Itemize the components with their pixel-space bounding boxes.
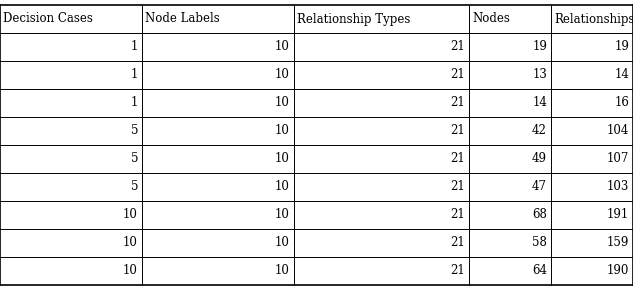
Text: 103: 103 xyxy=(606,180,629,193)
Text: 14: 14 xyxy=(532,97,547,110)
Text: 5: 5 xyxy=(130,124,138,137)
Text: Node Labels: Node Labels xyxy=(145,12,220,26)
Text: 10: 10 xyxy=(275,209,290,222)
Text: 1: 1 xyxy=(130,68,138,81)
Text: 21: 21 xyxy=(450,41,465,53)
Text: 64: 64 xyxy=(532,264,547,278)
Text: 1: 1 xyxy=(130,97,138,110)
Text: 19: 19 xyxy=(532,41,547,53)
Text: 21: 21 xyxy=(450,209,465,222)
Text: 10: 10 xyxy=(275,264,290,278)
Text: 21: 21 xyxy=(450,124,465,137)
Text: 10: 10 xyxy=(275,153,290,166)
Text: 10: 10 xyxy=(123,209,138,222)
Text: 13: 13 xyxy=(532,68,547,81)
Text: 58: 58 xyxy=(532,237,547,249)
Text: 10: 10 xyxy=(123,237,138,249)
Text: 10: 10 xyxy=(275,97,290,110)
Text: 5: 5 xyxy=(130,180,138,193)
Text: 191: 191 xyxy=(607,209,629,222)
Text: 10: 10 xyxy=(123,264,138,278)
Text: 21: 21 xyxy=(450,264,465,278)
Text: 42: 42 xyxy=(532,124,547,137)
Text: 14: 14 xyxy=(614,68,629,81)
Text: Nodes: Nodes xyxy=(472,12,510,26)
Text: 10: 10 xyxy=(275,180,290,193)
Text: 10: 10 xyxy=(275,41,290,53)
Text: 10: 10 xyxy=(275,237,290,249)
Text: 104: 104 xyxy=(606,124,629,137)
Text: 10: 10 xyxy=(275,68,290,81)
Text: 107: 107 xyxy=(606,153,629,166)
Text: 16: 16 xyxy=(614,97,629,110)
Text: Relationships: Relationships xyxy=(554,12,633,26)
Text: 21: 21 xyxy=(450,153,465,166)
Text: 49: 49 xyxy=(532,153,547,166)
Text: 159: 159 xyxy=(606,237,629,249)
Text: 47: 47 xyxy=(532,180,547,193)
Text: 5: 5 xyxy=(130,153,138,166)
Text: 21: 21 xyxy=(450,68,465,81)
Text: 21: 21 xyxy=(450,97,465,110)
Text: 68: 68 xyxy=(532,209,547,222)
Text: 19: 19 xyxy=(614,41,629,53)
Text: Decision Cases: Decision Cases xyxy=(3,12,93,26)
Text: 21: 21 xyxy=(450,237,465,249)
Text: Relationship Types: Relationship Types xyxy=(297,12,410,26)
Text: 21: 21 xyxy=(450,180,465,193)
Text: 1: 1 xyxy=(130,41,138,53)
Text: 190: 190 xyxy=(606,264,629,278)
Text: 10: 10 xyxy=(275,124,290,137)
